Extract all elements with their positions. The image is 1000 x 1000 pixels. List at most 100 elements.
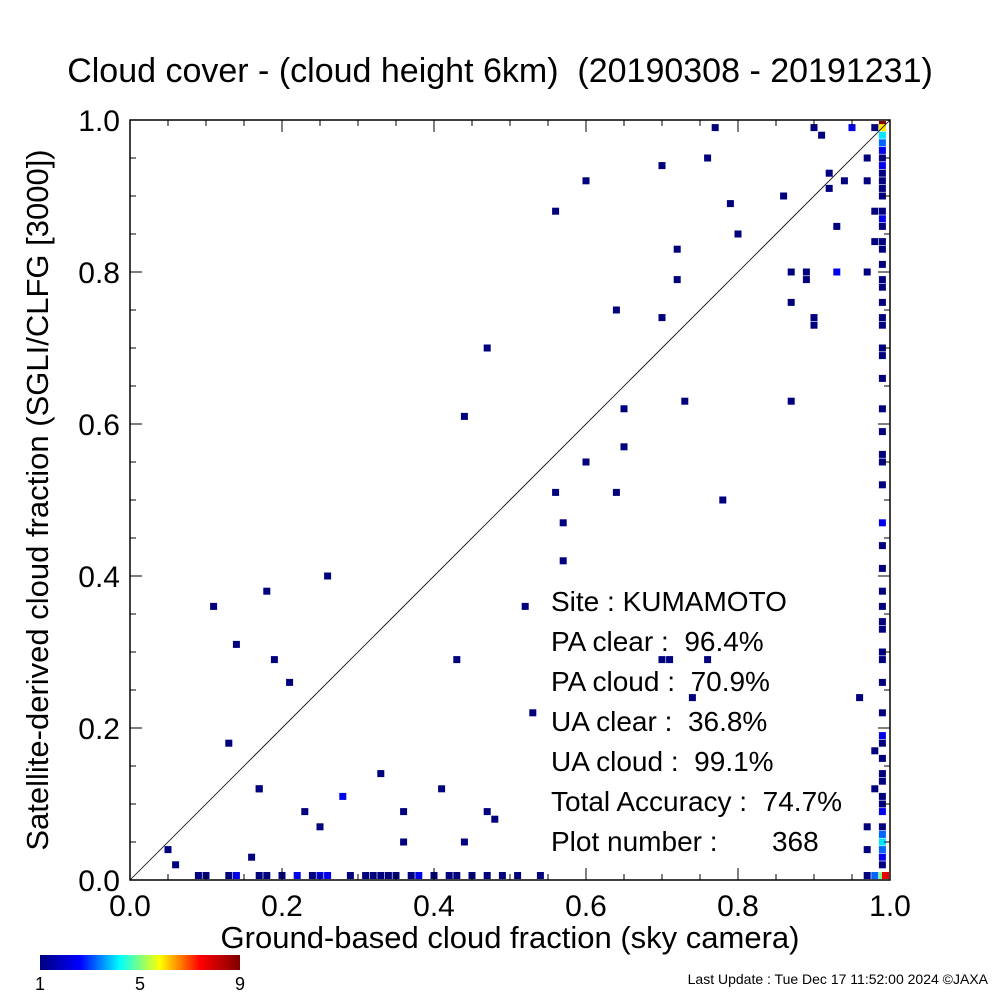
- data-point: [164, 846, 172, 854]
- data-point: [536, 872, 544, 879]
- data-point: [878, 207, 886, 215]
- data-point: [286, 678, 294, 686]
- data-point: [840, 177, 848, 185]
- data-point: [878, 450, 886, 458]
- data-point: [863, 177, 871, 185]
- data-point: [483, 872, 491, 879]
- data-point: [871, 238, 879, 246]
- data-point: [878, 405, 886, 413]
- data-point: [825, 184, 833, 192]
- last-update-footer: Last Update : Tue Dec 17 11:52:00 2024 ©…: [687, 971, 988, 987]
- data-point: [878, 678, 886, 686]
- data-point: [878, 177, 886, 185]
- data-point: [438, 785, 446, 793]
- data-point: [878, 853, 886, 861]
- data-point: [445, 872, 453, 879]
- x-axis-label: Ground-based cloud fraction (sky camera): [220, 920, 800, 955]
- data-point: [878, 428, 886, 436]
- colorbar: [40, 955, 240, 970]
- data-point: [491, 815, 499, 823]
- data-point: [453, 872, 461, 879]
- data-point: [878, 314, 886, 322]
- one-to-one-line: [129, 119, 891, 881]
- x-tick-label: 0.0: [109, 890, 151, 923]
- data-point: [878, 777, 886, 785]
- data-point: [377, 872, 385, 879]
- data-point: [878, 238, 886, 246]
- stat-total-accuracy: Total Accuracy : 74.7%: [551, 786, 843, 817]
- data-point: [552, 207, 560, 215]
- y-tick-label: 0.2: [78, 713, 120, 746]
- data-point: [362, 872, 370, 879]
- data-point: [559, 557, 567, 565]
- data-point: [483, 344, 491, 352]
- data-point: [878, 739, 886, 747]
- data-point: [878, 519, 886, 527]
- stat-pa-cloud: PA cloud : 70.9%: [551, 666, 770, 697]
- colorbar-tick-mid: 5: [134, 974, 146, 994]
- data-point: [704, 154, 712, 162]
- data-point: [878, 709, 886, 717]
- data-point: [878, 542, 886, 550]
- data-point: [878, 830, 886, 838]
- data-point: [620, 405, 628, 413]
- data-point: [658, 314, 666, 322]
- data-point: [232, 640, 240, 648]
- data-point: [263, 587, 271, 595]
- colorbar-tick-min: 1: [34, 974, 46, 994]
- data-point: [711, 124, 719, 132]
- data-point: [878, 374, 886, 382]
- data-point: [658, 656, 666, 664]
- data-point: [194, 872, 202, 879]
- data-point: [780, 192, 788, 200]
- x-tick-label: 0.4: [413, 890, 455, 923]
- y-tick-label: 0.8: [78, 257, 120, 290]
- chart-title: Cloud cover - (cloud height 6km) (201903…: [67, 52, 933, 90]
- data-point: [878, 846, 886, 854]
- x-tick-label: 1.0: [869, 890, 911, 923]
- data-point: [293, 872, 301, 879]
- data-point: [871, 747, 879, 755]
- data-point: [878, 131, 886, 139]
- data-point: [863, 268, 871, 276]
- data-point: [726, 200, 734, 208]
- data-point: [225, 872, 233, 879]
- data-point: [400, 808, 408, 816]
- data-point: [673, 245, 681, 253]
- data-point: [384, 872, 392, 879]
- data-point: [856, 694, 864, 702]
- data-point: [316, 823, 324, 831]
- data-point: [658, 162, 666, 170]
- y-tick-label: 0.4: [78, 561, 120, 594]
- data-point: [878, 162, 886, 170]
- data-point: [498, 872, 506, 879]
- data-point: [878, 732, 886, 740]
- data-point: [460, 412, 468, 420]
- data-point: [882, 872, 889, 879]
- stat-ua-clear: UA clear : 36.8%: [551, 706, 768, 737]
- data-point: [255, 785, 263, 793]
- data-point: [878, 625, 886, 633]
- data-point: [863, 872, 871, 879]
- data-point: [825, 169, 833, 177]
- data-point: [263, 872, 271, 879]
- data-point: [415, 872, 423, 879]
- data-point: [878, 587, 886, 595]
- data-point: [810, 314, 818, 322]
- y-tick-label: 0.0: [78, 865, 120, 898]
- data-point: [810, 124, 818, 132]
- data-point: [612, 488, 620, 496]
- data-point: [255, 872, 263, 879]
- data-point: [270, 656, 278, 664]
- data-point: [878, 823, 886, 831]
- data-point: [514, 872, 522, 879]
- data-point: [878, 276, 886, 284]
- data-point: [878, 656, 886, 664]
- data-point: [734, 230, 742, 238]
- data-point: [878, 283, 886, 291]
- data-point: [878, 260, 886, 268]
- data-point: [301, 808, 309, 816]
- y-tick-label: 1.0: [78, 105, 120, 138]
- data-point: [673, 276, 681, 284]
- data-point: [612, 306, 620, 314]
